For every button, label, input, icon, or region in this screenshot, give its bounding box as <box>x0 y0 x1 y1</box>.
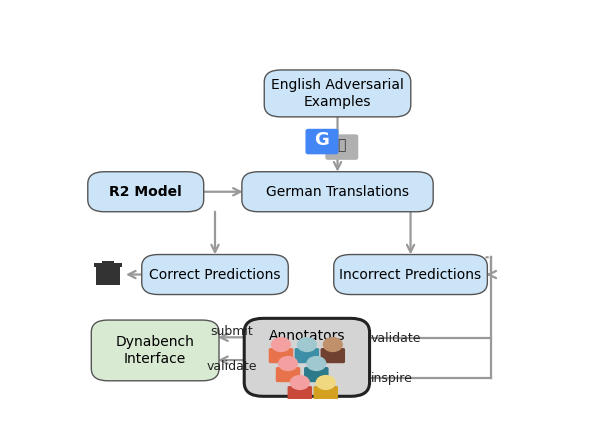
FancyBboxPatch shape <box>269 348 293 363</box>
Text: Dynabench
Interface: Dynabench Interface <box>116 335 195 366</box>
Text: 文: 文 <box>337 139 346 153</box>
FancyBboxPatch shape <box>96 267 120 285</box>
FancyBboxPatch shape <box>264 70 411 117</box>
Text: German Translations: German Translations <box>266 185 409 199</box>
Text: R2 Model: R2 Model <box>109 185 182 199</box>
Text: submit: submit <box>210 325 253 338</box>
FancyBboxPatch shape <box>305 129 339 154</box>
Circle shape <box>307 357 326 370</box>
Text: G: G <box>314 131 330 149</box>
FancyBboxPatch shape <box>244 319 370 396</box>
FancyBboxPatch shape <box>320 348 345 363</box>
Circle shape <box>316 375 335 389</box>
Text: Incorrect Predictions: Incorrect Predictions <box>339 267 482 281</box>
Text: validate: validate <box>370 332 421 345</box>
Circle shape <box>291 375 309 389</box>
Circle shape <box>272 338 291 352</box>
Text: English Adversarial
Examples: English Adversarial Examples <box>271 78 404 108</box>
FancyBboxPatch shape <box>91 320 219 381</box>
FancyBboxPatch shape <box>276 367 300 382</box>
FancyBboxPatch shape <box>94 263 122 267</box>
FancyBboxPatch shape <box>102 261 114 263</box>
FancyBboxPatch shape <box>288 386 312 401</box>
FancyBboxPatch shape <box>325 134 358 160</box>
FancyBboxPatch shape <box>314 386 338 401</box>
FancyBboxPatch shape <box>88 172 204 212</box>
FancyBboxPatch shape <box>242 172 433 212</box>
FancyBboxPatch shape <box>142 254 288 294</box>
Text: validate: validate <box>206 360 257 373</box>
Circle shape <box>297 338 316 352</box>
Text: inspire: inspire <box>370 371 412 384</box>
Text: Annotators: Annotators <box>269 329 345 343</box>
FancyBboxPatch shape <box>304 367 328 382</box>
FancyBboxPatch shape <box>295 348 319 363</box>
FancyBboxPatch shape <box>334 254 488 294</box>
Circle shape <box>278 357 297 370</box>
Circle shape <box>323 338 342 352</box>
Text: Correct Predictions: Correct Predictions <box>149 267 281 281</box>
